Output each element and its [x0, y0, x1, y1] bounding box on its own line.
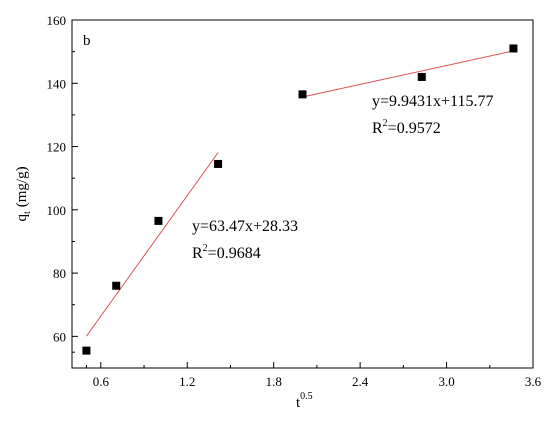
y-axis-label: qt(mg/g): [14, 166, 33, 221]
data-point-series-2: [509, 44, 518, 53]
y-tick-label: 100: [47, 203, 67, 218]
x-tick-label: 0.6: [93, 374, 110, 389]
data-point-series-2: [417, 72, 426, 81]
data-point-series-2: [298, 90, 307, 99]
y-tick-label: 160: [47, 13, 67, 28]
fit-equation-1: y=63.47x+28.33: [192, 218, 298, 235]
x-axis-label: t0.5: [296, 391, 313, 411]
data-point-series-1: [82, 346, 91, 355]
fit-line-1: [85, 152, 219, 337]
y-tick-label: 120: [47, 140, 67, 155]
x-tick-label: 3.0: [438, 374, 454, 389]
y-axis-ticks: 60 80 100 120 140 160: [47, 13, 78, 353]
x-tick-label: 1.2: [179, 374, 195, 389]
data-point-series-1: [112, 281, 121, 290]
plot-frame: [71, 19, 534, 369]
fit-r2-1: R2=0.9684: [192, 243, 261, 262]
x-tick-label: 3.6: [525, 374, 542, 389]
y-tick-label: 60: [53, 329, 66, 344]
fit-r2-2: R2=0.9572: [372, 118, 441, 137]
y-tick-label: 80: [53, 266, 66, 281]
fit-lines: [85, 50, 514, 337]
x-tick-label: 1.8: [266, 374, 282, 389]
data-points: [82, 44, 518, 355]
fit-equation-2: y=9.9431x+115.77: [372, 93, 493, 110]
x-axis-ticks: 0.6 1.2 1.8 2.4 3.0 3.6: [85, 362, 542, 389]
panel-label: b: [83, 33, 91, 49]
y-tick-label: 140: [47, 76, 67, 91]
data-point-series-1: [154, 216, 163, 225]
fit-line-2: [302, 50, 514, 98]
x-tick-label: 2.4: [352, 374, 369, 389]
data-point-series-1: [214, 159, 223, 168]
